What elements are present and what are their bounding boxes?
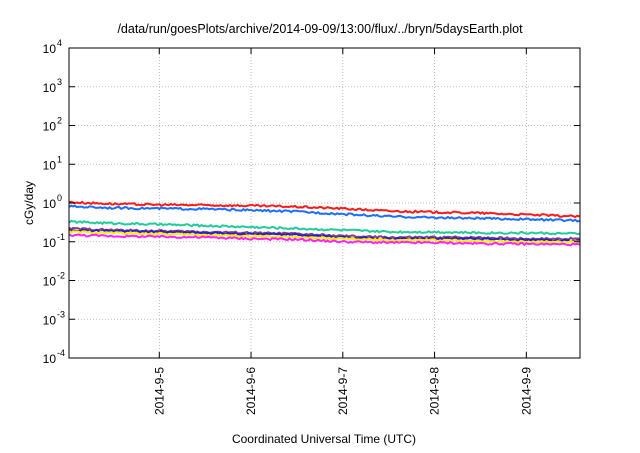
y-tick-label: 10 [43, 42, 57, 56]
x-axis-label: Coordinated Universal Time (UTC) [232, 432, 416, 446]
chart-title: /data/run/goesPlots/archive/2014-09-09/1… [117, 22, 523, 36]
series-line-blue [68, 204, 580, 223]
y-tick-label: 10 [43, 236, 57, 250]
y-tick-exponent: -3 [57, 309, 65, 319]
series-group [68, 200, 580, 247]
series-line-red [68, 200, 580, 218]
x-tick-label: 2014-9-6 [244, 367, 258, 415]
x-tick-label: 2014-9-9 [519, 367, 533, 415]
y-tick-label: 10 [43, 197, 57, 211]
y-tick-exponent: 0 [57, 193, 62, 203]
y-tick-label: 10 [43, 120, 57, 134]
y-tick-exponent: 1 [57, 154, 62, 164]
y-axis-label: cGy/day [22, 181, 36, 225]
y-tick-exponent: 2 [57, 116, 62, 126]
y-tick-exponent: 3 [57, 77, 62, 87]
series-line-yellow [68, 230, 580, 244]
y-tick-label: 10 [43, 313, 57, 327]
series-line-dark-blue [69, 228, 580, 243]
y-tick-exponent: -4 [57, 348, 65, 358]
y-tick-exponent: -2 [57, 271, 65, 281]
y-tick-label: 10 [43, 158, 57, 172]
series-line-magenta [68, 233, 580, 247]
y-tick-exponent: 4 [57, 38, 62, 48]
y-tick-label: 10 [43, 275, 57, 289]
x-tick-label: 2014-9-5 [152, 367, 166, 415]
x-ticks: 2014-9-5 2014-9-6 2014-9-7 2014-9-8 2014-9-9 [152, 48, 533, 415]
x-tick-label: 2014-9-8 [428, 367, 442, 415]
x-tick-label: 2014-9-7 [336, 367, 350, 415]
y-tick-label: 10 [43, 352, 57, 366]
y-tick-exponent: -1 [57, 232, 65, 242]
series-line-green [68, 219, 580, 236]
y-tick-label: 10 [43, 81, 57, 95]
